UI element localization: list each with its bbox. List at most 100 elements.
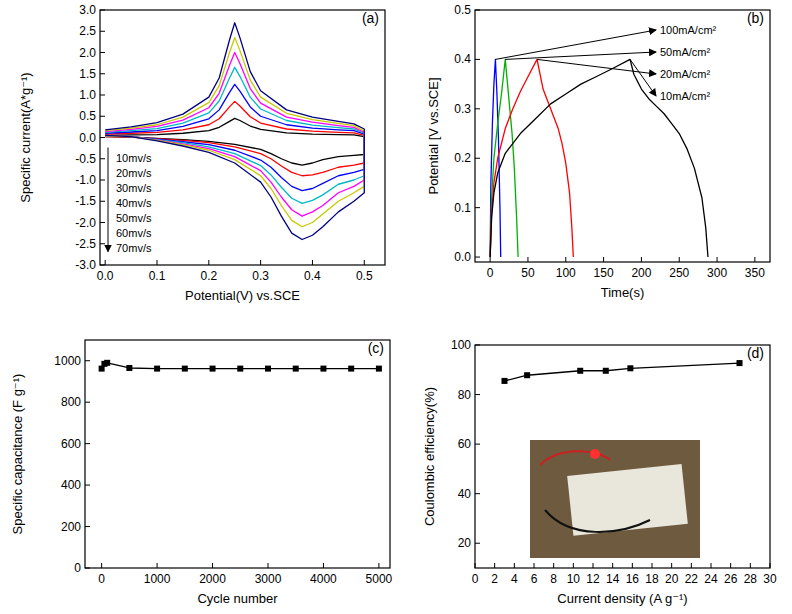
- x-tick-label: 0.5: [356, 269, 373, 283]
- x-tick-label: 6: [531, 572, 538, 586]
- x-tick: [652, 563, 653, 568]
- point: [603, 368, 609, 374]
- y-tick-label: 0: [74, 561, 81, 575]
- x-tick: [494, 563, 495, 568]
- y-tick-label: 0.0: [79, 131, 96, 145]
- figure: 0.00.10.20.30.40.5-3.0-2.5-2.0-1.5-1.0-0…: [0, 0, 792, 614]
- x-tick-label: 350: [745, 266, 765, 280]
- annotation-arrow: [495, 30, 656, 59]
- annotation-arrow: [537, 59, 656, 74]
- panel-letter: (d): [747, 345, 764, 361]
- y-tick-label: 200: [61, 520, 81, 534]
- plot-data: [99, 360, 382, 372]
- x-tick-label: 18: [645, 572, 659, 586]
- y-tick: [475, 444, 480, 445]
- y-tick: [475, 345, 480, 346]
- legend-entry: 30mv/s: [116, 182, 152, 194]
- point: [524, 372, 530, 378]
- panel: 0501001502002503003500.00.10.20.30.40.5T…: [426, 3, 770, 300]
- x-tick: [101, 563, 102, 568]
- y-tick: [100, 73, 105, 74]
- point: [154, 366, 160, 372]
- y-tick: [85, 568, 90, 569]
- x-tick: [490, 257, 491, 262]
- x-tick: [565, 257, 566, 262]
- x-tick-label: 30: [763, 572, 777, 586]
- x-tick: [770, 563, 771, 568]
- panel: 01000200030004000500002004006008001000Cy…: [10, 340, 393, 606]
- x-tick: [378, 563, 379, 568]
- x-tick: [323, 563, 324, 568]
- series-line: [105, 38, 364, 227]
- legend-entry: 60mv/s: [116, 227, 152, 239]
- panel: 02468101214161820222426283020406080100Cu…: [422, 338, 777, 606]
- y-tick-label: 0.4: [454, 52, 471, 66]
- y-tick: [475, 158, 480, 159]
- x-tick: [312, 260, 313, 265]
- y-tick-label: 0.0: [454, 250, 471, 264]
- y-tick-label: -3.0: [75, 258, 96, 272]
- y-tick-label: -1.5: [75, 194, 96, 208]
- panel-letter: (b): [747, 10, 764, 26]
- series-label: 100mA/cm²: [660, 24, 717, 36]
- x-tick: [475, 563, 476, 568]
- plot-data: [502, 360, 743, 384]
- x-tick: [260, 260, 261, 265]
- y-tick: [100, 31, 105, 32]
- y-tick: [100, 243, 105, 244]
- x-tick-label: 0.3: [252, 269, 269, 283]
- x-tick-label: 0.2: [200, 269, 217, 283]
- x-tick-label: 24: [704, 572, 718, 586]
- y-tick-label: 0.1: [454, 201, 471, 215]
- y-axis-title: Specific current(A*g⁻¹): [18, 72, 33, 202]
- x-tick-label: 0.0: [97, 269, 114, 283]
- y-tick: [475, 257, 480, 258]
- x-tick: [711, 563, 712, 568]
- y-tick-label: 600: [61, 437, 81, 451]
- point: [376, 366, 382, 372]
- x-tick: [671, 563, 672, 568]
- series-line: [105, 53, 364, 217]
- x-tick-label: 10: [567, 572, 581, 586]
- x-tick-label: 5000: [366, 572, 393, 586]
- x-tick: [364, 260, 365, 265]
- point: [182, 366, 188, 372]
- x-tick-label: 0: [487, 266, 494, 280]
- series-line: [105, 23, 364, 240]
- y-tick: [100, 95, 105, 96]
- y-tick: [85, 485, 90, 486]
- x-tick-label: 1000: [144, 572, 171, 586]
- y-tick: [100, 180, 105, 181]
- y-tick: [100, 158, 105, 159]
- y-tick: [85, 402, 90, 403]
- y-tick-label: 400: [61, 478, 81, 492]
- x-tick: [534, 563, 535, 568]
- point: [577, 368, 583, 374]
- y-tick-label: 1.0: [79, 88, 96, 102]
- x-tick: [208, 260, 209, 265]
- x-tick: [514, 563, 515, 568]
- y-tick: [100, 265, 105, 266]
- series-line: [505, 363, 740, 381]
- y-tick-label: 0.3: [454, 102, 471, 116]
- x-tick-label: 20: [665, 572, 679, 586]
- x-tick-label: 12: [586, 572, 600, 586]
- frame: [100, 10, 385, 265]
- x-tick: [691, 563, 692, 568]
- x-tick: [527, 257, 528, 262]
- point: [126, 365, 132, 371]
- y-tick-label: 2.5: [79, 24, 96, 38]
- plot-data: [105, 23, 364, 240]
- frame: [475, 345, 770, 568]
- x-tick-label: 2000: [199, 572, 226, 586]
- y-tick-label: 0.5: [79, 109, 96, 123]
- point: [737, 360, 743, 366]
- y-tick-label: 0.2: [454, 151, 471, 165]
- series-label: 20mA/cm²: [660, 68, 710, 80]
- y-tick: [100, 116, 105, 117]
- photo-card: [567, 464, 688, 536]
- panel-letter: (a): [362, 10, 379, 26]
- y-tick-label: 0.5: [454, 3, 471, 17]
- x-tick-label: 0.1: [149, 269, 166, 283]
- inset-photo: [530, 440, 700, 558]
